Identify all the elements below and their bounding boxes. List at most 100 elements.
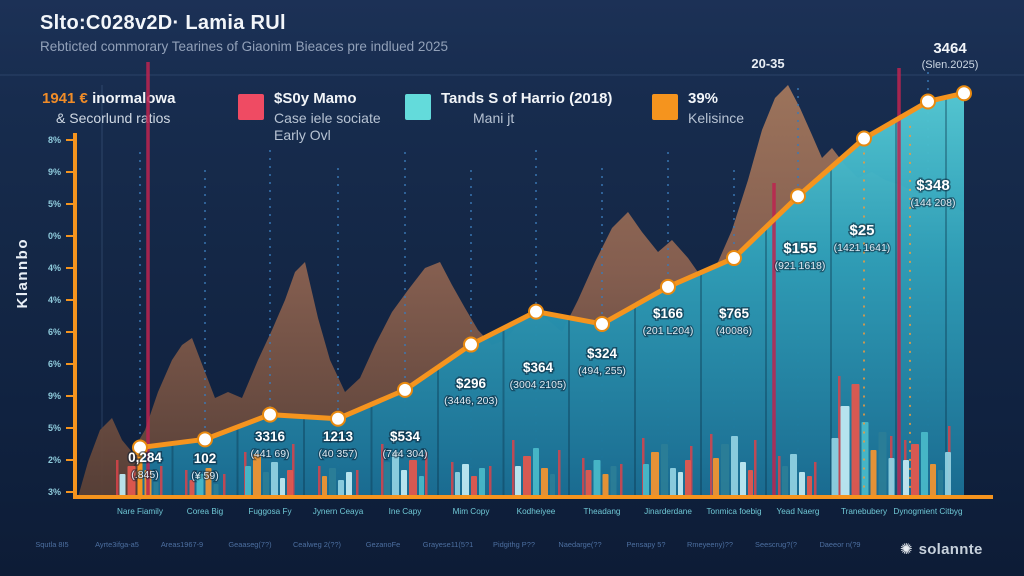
y-tick-label: 8% bbox=[48, 135, 61, 145]
mini-bar bbox=[921, 432, 928, 496]
mini-bar bbox=[541, 468, 548, 496]
data-point-marker bbox=[660, 278, 676, 295]
mini-bar bbox=[419, 476, 424, 496]
y-tick-label: 9% bbox=[48, 167, 61, 177]
bar-cluster bbox=[903, 426, 951, 496]
annotation-value: $296 bbox=[456, 376, 487, 391]
annotation-sub: (3004 2105) bbox=[510, 379, 567, 391]
annotation-sub: (40 357) bbox=[318, 448, 357, 460]
top-right-value-sub: (Slen.2025) bbox=[921, 59, 979, 71]
mini-bar bbox=[213, 484, 219, 496]
y-tick bbox=[66, 363, 73, 365]
red-spike bbox=[838, 376, 841, 496]
annotation-value: 0,284 bbox=[128, 450, 162, 465]
x-category-sublabel: Pensapy 5? bbox=[626, 540, 665, 549]
mini-bar bbox=[329, 468, 336, 496]
data-point-marker bbox=[594, 315, 610, 332]
bar-cluster bbox=[778, 454, 817, 496]
y-tick-label: 5% bbox=[48, 199, 61, 209]
top-right-value-main: 3464 bbox=[933, 40, 967, 57]
red-spike bbox=[690, 446, 693, 496]
mini-bar bbox=[930, 464, 936, 496]
mini-bar bbox=[721, 444, 729, 496]
x-category-label: Tranebubery bbox=[841, 507, 888, 516]
annotation-value: $25 bbox=[849, 222, 874, 239]
legend-item-title: 39% bbox=[688, 90, 719, 107]
y-tick bbox=[66, 139, 73, 141]
y-tick-label: 9% bbox=[48, 391, 61, 401]
mini-bar bbox=[189, 480, 195, 496]
y-tick bbox=[66, 395, 73, 397]
data-point-marker bbox=[463, 336, 479, 353]
data-point-marker bbox=[726, 250, 742, 267]
data-point-marker bbox=[956, 85, 972, 102]
x-category-label: Kodheiyee bbox=[517, 507, 556, 516]
mini-bar bbox=[401, 470, 407, 496]
legend-item-sub: Kelisince bbox=[688, 110, 745, 126]
annotation-sub: (494, 255) bbox=[578, 365, 626, 377]
x-category-sublabel: Seescrug?(? bbox=[755, 540, 797, 549]
legend: 1941 € inormalowa & Secorlund ratios $S0… bbox=[0, 90, 1024, 148]
red-spike bbox=[489, 466, 492, 496]
page-subtitle: Rebticted commorary Tearines of Giaonim … bbox=[40, 39, 448, 54]
mini-bar bbox=[263, 472, 269, 496]
red-spike bbox=[582, 458, 585, 496]
annotation-sub: (441 69) bbox=[250, 448, 289, 460]
y-tick bbox=[66, 331, 73, 333]
annotation-value: $155 bbox=[783, 240, 816, 257]
legend-swatch-red bbox=[238, 94, 264, 120]
legend-item-sub2: Early Ovl bbox=[274, 127, 331, 143]
area-fill bbox=[140, 93, 964, 498]
mini-bar bbox=[651, 452, 659, 496]
x-category-sublabel: Geaaseg(7?) bbox=[228, 540, 271, 549]
mini-bar bbox=[322, 476, 327, 496]
legend-item-harrio: Tands S of Harrio (2018) Mani jt bbox=[405, 90, 612, 126]
red-spike bbox=[814, 462, 817, 496]
y-tick-label: 0% bbox=[48, 231, 61, 241]
annotation-value: $348 bbox=[916, 177, 949, 194]
bar-cluster bbox=[582, 458, 623, 496]
legend-item-sub: Mani jt bbox=[473, 110, 515, 126]
y-tick-label: 2% bbox=[48, 455, 61, 465]
peak-year-label: 20-35 bbox=[751, 56, 785, 71]
x-category-sublabel: Areas1967-9 bbox=[161, 540, 203, 549]
x-category-sublabel: Squtla 8I5 bbox=[35, 540, 68, 549]
mini-bar bbox=[870, 450, 877, 496]
gear-flower-icon: ✺ bbox=[900, 541, 913, 558]
mini-bar bbox=[196, 474, 204, 496]
bar-cluster bbox=[512, 440, 561, 496]
mini-bar bbox=[878, 432, 887, 496]
x-category-sublabel: Ayrte3ifga-a5 bbox=[95, 540, 139, 549]
legend-item-sub: & Secorlund ratios bbox=[56, 110, 171, 126]
legend-item-title: 1941 € inormalowa bbox=[42, 90, 176, 107]
mini-bar bbox=[346, 472, 352, 496]
red-spike bbox=[223, 474, 226, 496]
x-category-label: Tonmica foebig bbox=[706, 507, 762, 516]
mini-bar bbox=[153, 482, 159, 496]
legend-item-kelisince: 39% Kelisince bbox=[652, 90, 744, 126]
y-axis-line bbox=[73, 133, 77, 499]
x-category-sublabel: Naedarge(?? bbox=[558, 540, 601, 549]
red-spike bbox=[381, 444, 384, 496]
y-tick-label: 4% bbox=[48, 295, 61, 305]
x-category-sublabel: Pidgithg P?? bbox=[493, 540, 535, 549]
mini-bar bbox=[455, 472, 460, 496]
y-tick-label: 5% bbox=[48, 423, 61, 433]
data-point-marker bbox=[330, 410, 346, 427]
mini-bar bbox=[392, 452, 399, 496]
y-tick bbox=[66, 171, 73, 173]
mini-bar bbox=[533, 448, 539, 496]
mini-bar bbox=[280, 478, 285, 496]
annotation-value: 3316 bbox=[255, 429, 286, 444]
red-spike bbox=[185, 470, 188, 496]
mini-bar bbox=[731, 436, 738, 496]
bar-cluster bbox=[831, 376, 895, 496]
bar-cluster bbox=[185, 468, 226, 496]
mini-bar bbox=[523, 456, 531, 496]
x-axis-line bbox=[73, 495, 993, 499]
y-tick bbox=[66, 299, 73, 301]
mini-bar bbox=[888, 458, 895, 496]
mini-bar bbox=[479, 468, 485, 496]
